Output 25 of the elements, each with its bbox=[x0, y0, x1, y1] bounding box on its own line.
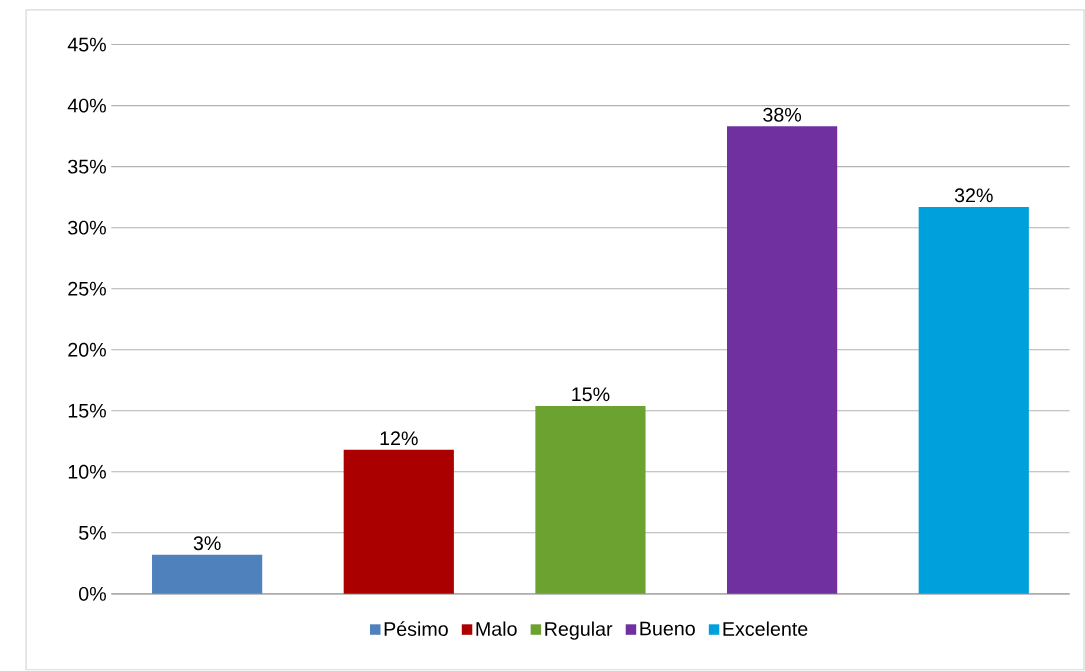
data-label: 12% bbox=[380, 431, 418, 446]
y-tick-label: 5% bbox=[79, 526, 106, 540]
legend-label: Bueno bbox=[640, 622, 695, 636]
data-label: 15% bbox=[572, 387, 610, 402]
data-label: 38% bbox=[763, 108, 802, 122]
y-tick-label: 30% bbox=[68, 220, 106, 235]
y-tick-label: 10% bbox=[68, 465, 106, 479]
bar bbox=[535, 406, 646, 595]
y-tick-label: 15% bbox=[68, 404, 106, 418]
bar bbox=[918, 207, 1029, 595]
bar bbox=[727, 126, 838, 595]
y-tick-label: 0% bbox=[79, 587, 106, 602]
data-label: 3% bbox=[193, 536, 221, 551]
bar bbox=[343, 450, 454, 595]
y-tick-label: 40% bbox=[67, 98, 106, 113]
legend-label: Malo bbox=[476, 621, 517, 637]
y-tick-label: 45% bbox=[67, 37, 106, 52]
legend-label: Regular bbox=[545, 621, 613, 640]
y-tick-label: 20% bbox=[68, 342, 106, 357]
y-tick-label: 35% bbox=[68, 159, 106, 174]
legend-label: Excelente bbox=[723, 621, 808, 637]
legend-label: Pésimo bbox=[384, 621, 448, 637]
y-tick-label: 25% bbox=[68, 281, 106, 296]
bar bbox=[152, 555, 263, 595]
data-label: 32% bbox=[954, 188, 993, 203]
